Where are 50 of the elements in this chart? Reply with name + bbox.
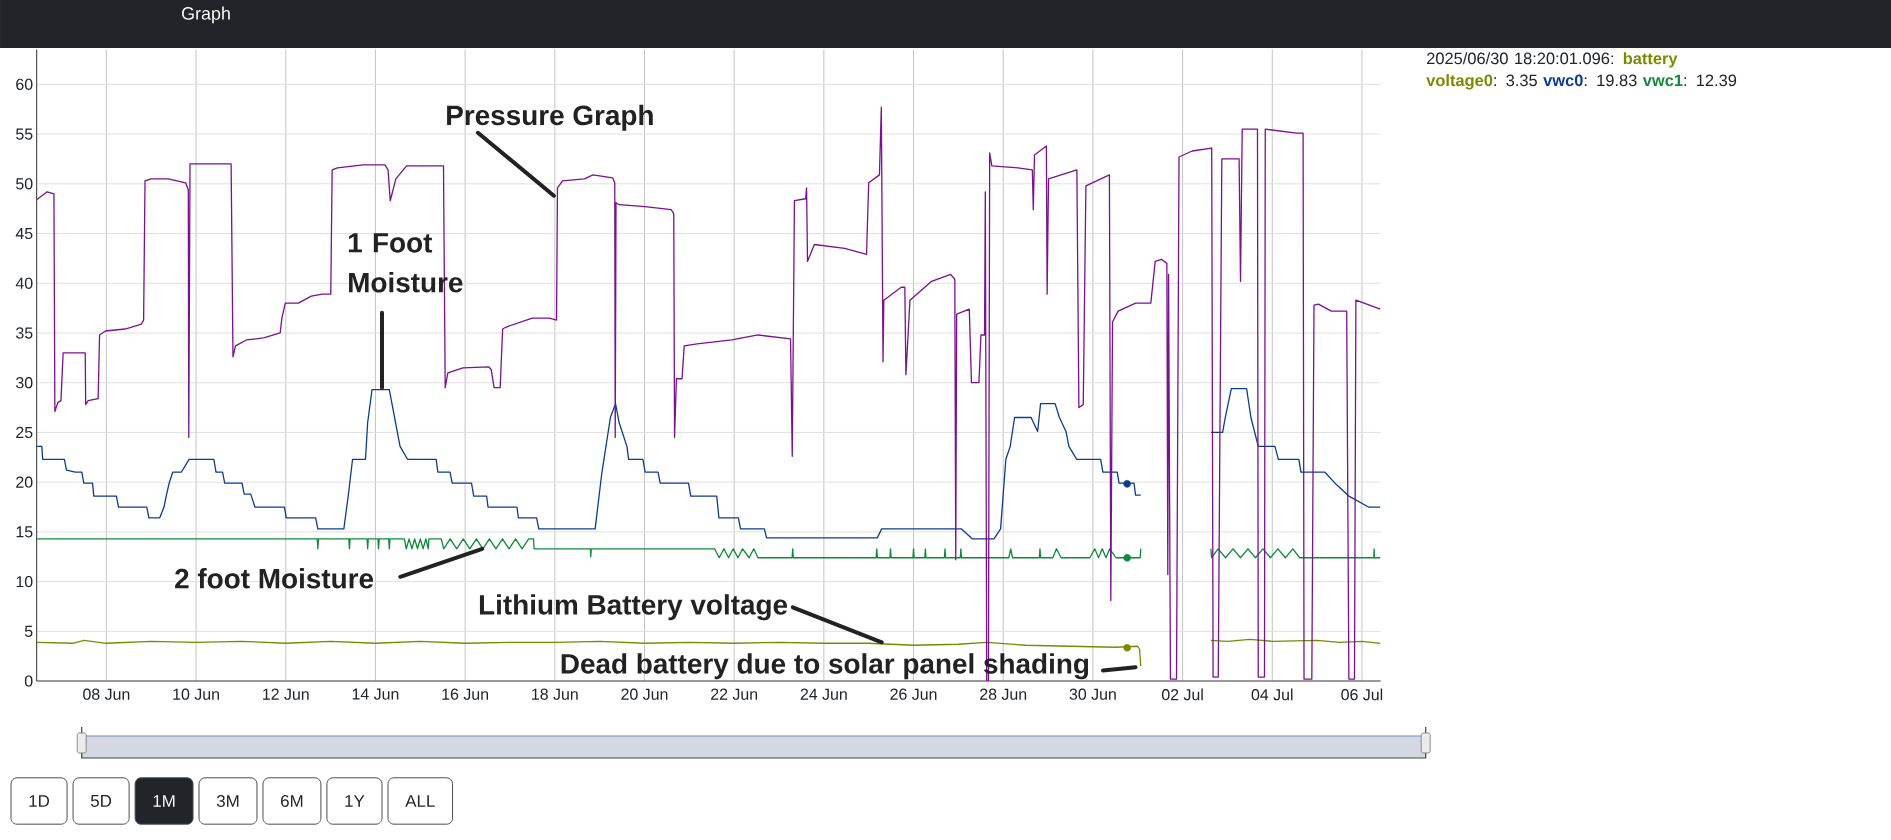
point	[1123, 643, 1131, 652]
x-tick-label: 28 Jun	[980, 688, 1027, 700]
text: Graph	[182, 6, 230, 24]
text: ALL	[405, 795, 435, 807]
x-tick-label: 14 Jun	[352, 688, 399, 700]
text: vwc0	[1543, 74, 1583, 87]
y-tick-label: 60	[16, 78, 33, 91]
point	[1123, 554, 1131, 562]
annotation: 2 foot Moisture	[175, 568, 374, 589]
text: 1Y	[345, 795, 365, 807]
x-tick-label: 06 Jul	[1341, 688, 1383, 701]
text: vwc1	[1642, 74, 1683, 87]
y-tick-label: 5	[24, 625, 33, 637]
x-tick-label: 04 Jul	[1251, 688, 1293, 701]
x-tick-label: 12 Jun	[263, 688, 309, 700]
x-tick-label: 08 Jun	[83, 688, 130, 700]
y-tick-label: 30	[16, 377, 33, 389]
y-tick-label: 0	[24, 675, 33, 687]
x-tick-label: 22 Jun	[711, 688, 758, 700]
y-tick-label: 35	[16, 327, 33, 339]
x-tick-label: 16 Jun	[442, 688, 488, 700]
text: : 12.39	[1684, 74, 1737, 87]
x-tick-label: 20 Jun	[621, 688, 668, 700]
y-tick-label: 25	[16, 426, 33, 439]
y-tick-label: 20	[16, 476, 33, 488]
x-tick-label: 18 Jun	[532, 688, 578, 700]
text: battery	[1623, 52, 1678, 68]
y-tick-label: 55	[16, 128, 33, 140]
text: 3M	[216, 794, 239, 807]
legend-title: 2025/06/30 18:20:01.096:	[1427, 52, 1613, 65]
annotation: Pressure Graph	[447, 104, 653, 131]
y-tick-label: 10	[16, 575, 33, 588]
point	[1123, 480, 1131, 488]
text: : 19.83	[1584, 74, 1637, 87]
annotation: Lithium Battery voltage	[479, 594, 788, 621]
text: voltage0	[1426, 74, 1493, 90]
y-tick-label: 50	[16, 178, 33, 190]
text: 6M	[281, 794, 303, 807]
x-tick-label: 10 Jun	[173, 688, 219, 700]
y-tick-label: 45	[15, 227, 33, 240]
x-tick-label: 30 Jun	[1069, 688, 1116, 700]
text: 5D	[90, 795, 112, 807]
x-tick-label: 26 Jun	[890, 688, 937, 700]
x-tick-label: 24 Jun	[800, 688, 847, 700]
text: 1D	[29, 795, 50, 807]
text: 1M	[153, 795, 175, 807]
text: : 3.35	[1494, 74, 1537, 87]
y-tick-label: 15	[16, 526, 33, 538]
x-tick-label: 02 Jul	[1161, 688, 1203, 701]
y-tick-label: 40	[15, 277, 33, 289]
